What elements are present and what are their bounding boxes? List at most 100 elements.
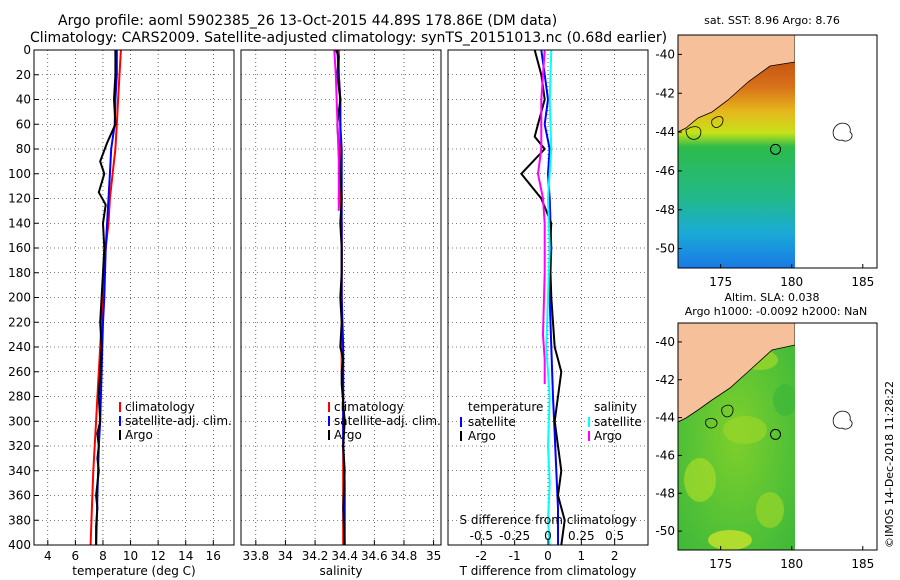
y-tick-label: 300 <box>8 414 31 428</box>
x-tick-label: 34 <box>278 549 293 563</box>
x-tick-label: 16 <box>206 549 221 563</box>
y-tick-label: 380 <box>8 513 31 527</box>
y-tick-label: 260 <box>8 365 31 379</box>
y-tick-label: 160 <box>8 241 31 255</box>
s-difference-tick-labels: -0.5 -0.25 0 0.25 0.5 <box>470 529 625 543</box>
series-line-argo <box>334 50 346 545</box>
x-tick-label: 4 <box>44 549 52 563</box>
x-tick-label: 8 <box>99 549 107 563</box>
sla-map-ticks: 175 180 185 -40 -42 -44 -46 -48 -50 <box>655 335 874 571</box>
difference-panel: -2 -1 0 1 2 -0.5 -0.25 0 0.25 0.5 T difference f… <box>447 49 649 578</box>
map-x-tick-label: 180 <box>780 275 803 289</box>
map-y-tick-label: -46 <box>655 164 675 178</box>
x-tick-label: -0.5 <box>470 529 493 543</box>
y-tick-label: 180 <box>8 266 31 280</box>
temperature-panel: 0 20 40 60 80 100 120 140 160 180 200 220 240 260 280 3… <box>8 43 235 578</box>
map-y-tick-label: -50 <box>655 524 675 538</box>
argo-float-marker <box>770 143 782 155</box>
sla-land <box>678 323 795 423</box>
sst-contour <box>685 126 702 140</box>
s-difference-xlabel: S difference from climatology <box>460 513 637 527</box>
sst-map: sat. SST: 8.96 Argo: 8.76 175 180 185 -40 -4… <box>655 14 878 289</box>
legend-salinity-header: salinity <box>594 400 637 414</box>
y-tick-label: 40 <box>16 93 31 107</box>
island-outline <box>832 122 853 142</box>
salinity-lines <box>333 50 346 545</box>
legend-t-argo-label: Argo <box>468 429 496 443</box>
map-y-tick-label: -44 <box>655 411 675 425</box>
sst-map-frame <box>677 34 878 269</box>
x-tick-label: 34.8 <box>391 549 418 563</box>
y-tick-label: 0 <box>23 43 31 57</box>
salinity-tick-labels: 33.8 34 34.2 34.4 34.6 34.8 35 <box>242 540 441 563</box>
x-tick-label: 0.5 <box>605 529 624 543</box>
x-tick-label: -2 <box>475 549 487 563</box>
map-y-tick-label: -44 <box>655 125 675 139</box>
map-y-tick-label: -46 <box>655 448 675 462</box>
y-tick-label: 60 <box>16 117 31 131</box>
sla-contour <box>721 404 734 418</box>
temperature-grid <box>34 49 234 546</box>
y-tick-label: 220 <box>8 315 31 329</box>
map-x-tick-label: 175 <box>709 557 732 571</box>
map-y-tick-label: -40 <box>655 47 675 61</box>
figure-title-line2: Climatology: CARS2009. Satellite-adjuste… <box>30 30 667 46</box>
x-tick-label: -1 <box>509 549 521 563</box>
sst-contour <box>711 116 724 128</box>
legend-t-satellite-label: satellite <box>468 415 516 429</box>
sst-land <box>678 35 795 133</box>
y-tick-label: 240 <box>8 340 31 354</box>
island-outline <box>832 410 853 430</box>
salinity-axes-frame <box>240 49 442 546</box>
y-tick-label: 80 <box>16 142 31 156</box>
x-tick-label: 12 <box>150 549 165 563</box>
sla-map: Altim. SLA: 0.038 Argo h1000: -0.0092 h2… <box>655 291 878 571</box>
map-y-tick-label: -42 <box>655 86 675 100</box>
x-tick-label: 0 <box>544 549 552 563</box>
sla-anomaly <box>684 458 716 502</box>
y-tick-label: 200 <box>8 291 31 305</box>
series-line-temperature-argo <box>520 50 566 545</box>
sst-map-ticks: 175 180 185 -40 -42 -44 -46 -48 -50 <box>655 47 874 289</box>
map-y-tick-label: -50 <box>655 242 675 256</box>
figure-title-line1: Argo profile: aoml 5902385_26 13-Oct-201… <box>58 13 557 29</box>
legend-satellite-label: satellite-adj. clim. <box>334 414 441 428</box>
x-tick-label: 33.8 <box>242 549 269 563</box>
temperature-tick-labels: 4 6 8 10 12 14 16 <box>44 540 221 563</box>
x-tick-label: 14 <box>178 549 193 563</box>
sla-contour <box>705 418 718 429</box>
temperature-legend: climatology satellite-adj. clim. Argo <box>119 400 232 442</box>
sla-map-blank <box>795 323 877 550</box>
map-x-tick-label: 185 <box>851 557 874 571</box>
legend-climatology-label: climatology <box>334 400 404 414</box>
map-y-tick-label: -42 <box>655 373 675 387</box>
x-tick-label: 35 <box>426 549 441 563</box>
y-tick-label: 400 <box>8 538 31 552</box>
legend-s-argo-label: Argo <box>594 429 622 443</box>
x-tick-label: 10 <box>123 549 138 563</box>
series-line-salinity-satellite <box>545 50 553 545</box>
sla-anomaly <box>723 416 767 444</box>
y-tick-label: 280 <box>8 390 31 404</box>
x-tick-label: 2 <box>611 549 619 563</box>
series-line-argo-salinity-magenta- <box>333 50 340 211</box>
map-x-tick-label: 180 <box>780 557 803 571</box>
x-tick-label: 1 <box>578 549 586 563</box>
y-tick-label: 100 <box>8 167 31 181</box>
map-x-tick-label: 175 <box>709 275 732 289</box>
sst-map-title: sat. SST: 8.96 Argo: 8.76 <box>704 14 840 27</box>
legend-climatology-label: climatology <box>125 400 195 414</box>
depth-tick-labels: 0 20 40 60 80 100 120 140 160 180 200 220 240 260 280 3… <box>8 43 39 552</box>
temperature-xlabel: temperature (deg C) <box>72 564 195 578</box>
sst-map-blank <box>795 35 877 268</box>
x-tick-label: 0 <box>544 529 552 543</box>
sla-anomaly <box>773 384 795 416</box>
map-x-tick-label: 185 <box>851 275 874 289</box>
series-line-salinity-argo <box>537 50 546 385</box>
y-tick-label: 20 <box>16 68 31 82</box>
legend-argo-label: Argo <box>334 428 362 442</box>
t-difference-tick-labels: -2 -1 0 1 2 <box>475 540 618 563</box>
x-tick-label: 34.6 <box>361 549 388 563</box>
x-tick-label: 34.2 <box>302 549 329 563</box>
